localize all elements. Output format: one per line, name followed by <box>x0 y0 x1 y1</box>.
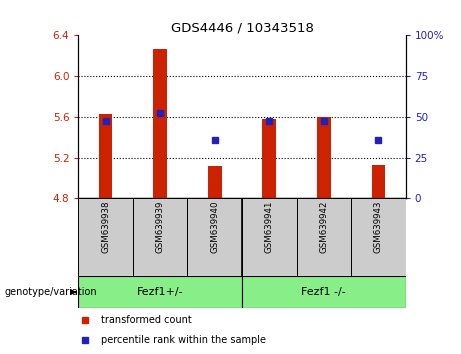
Bar <box>154 48 167 198</box>
Text: GSM639941: GSM639941 <box>265 201 274 253</box>
Text: GSM639938: GSM639938 <box>101 201 110 253</box>
Bar <box>372 165 385 198</box>
Text: genotype/variation: genotype/variation <box>5 287 97 297</box>
Title: GDS4446 / 10343518: GDS4446 / 10343518 <box>171 21 313 34</box>
Bar <box>78 276 242 308</box>
Bar <box>208 166 222 198</box>
Bar <box>351 198 406 276</box>
Text: Fezf1+/-: Fezf1+/- <box>137 287 183 297</box>
Bar <box>242 198 296 276</box>
Text: percentile rank within the sample: percentile rank within the sample <box>101 335 266 345</box>
Bar <box>262 119 276 198</box>
Bar <box>317 117 331 198</box>
Text: GSM639940: GSM639940 <box>210 201 219 253</box>
Text: GSM639943: GSM639943 <box>374 201 383 253</box>
Bar <box>296 198 351 276</box>
Text: Fezf1 -/-: Fezf1 -/- <box>301 287 346 297</box>
Text: GSM639942: GSM639942 <box>319 201 328 253</box>
Bar <box>78 198 133 276</box>
Bar <box>242 276 406 308</box>
Bar <box>133 198 188 276</box>
Text: GSM639939: GSM639939 <box>156 201 165 253</box>
Text: transformed count: transformed count <box>101 315 192 325</box>
Bar <box>188 198 242 276</box>
Bar <box>99 114 112 198</box>
